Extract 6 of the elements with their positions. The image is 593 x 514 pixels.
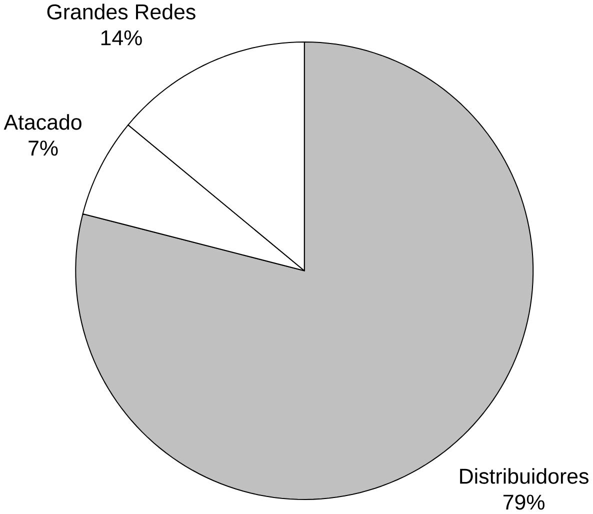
- data-label: 7%: [28, 140, 58, 156]
- slice-label: Distribuidores: [460, 468, 588, 484]
- slice-label: Grandes Redes: [47, 4, 196, 20]
- data-label: 79%: [503, 494, 544, 510]
- slice-label: Atacado: [4, 114, 82, 130]
- data-label: 14%: [101, 30, 142, 46]
